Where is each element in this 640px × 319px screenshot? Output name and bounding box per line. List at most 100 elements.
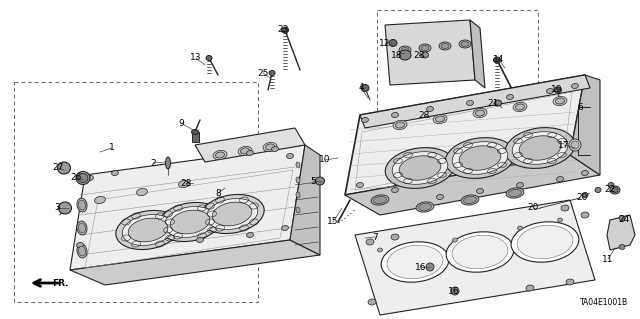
Polygon shape xyxy=(385,20,475,85)
Ellipse shape xyxy=(213,150,227,160)
Ellipse shape xyxy=(595,188,601,192)
Ellipse shape xyxy=(361,85,369,92)
Text: 21: 21 xyxy=(487,99,499,108)
Ellipse shape xyxy=(246,151,253,156)
Ellipse shape xyxy=(509,189,522,197)
Text: 18: 18 xyxy=(391,50,403,60)
Ellipse shape xyxy=(512,132,568,164)
Ellipse shape xyxy=(399,50,411,60)
Ellipse shape xyxy=(439,42,451,50)
Ellipse shape xyxy=(374,197,387,204)
Ellipse shape xyxy=(416,202,434,212)
Ellipse shape xyxy=(566,279,574,285)
Ellipse shape xyxy=(266,144,275,150)
Text: FR.: FR. xyxy=(52,278,68,287)
Text: 4: 4 xyxy=(358,84,364,93)
Text: 8: 8 xyxy=(215,189,221,197)
Ellipse shape xyxy=(433,115,447,123)
Ellipse shape xyxy=(77,244,87,258)
Ellipse shape xyxy=(441,43,449,48)
Ellipse shape xyxy=(362,117,369,122)
Ellipse shape xyxy=(296,162,300,168)
Ellipse shape xyxy=(206,56,212,61)
Ellipse shape xyxy=(196,237,204,242)
Ellipse shape xyxy=(316,177,324,185)
Ellipse shape xyxy=(459,146,501,170)
Text: 16: 16 xyxy=(415,263,427,271)
Text: 16: 16 xyxy=(448,286,460,295)
Ellipse shape xyxy=(200,195,264,234)
Ellipse shape xyxy=(422,52,429,58)
Ellipse shape xyxy=(582,192,588,197)
Ellipse shape xyxy=(516,104,524,110)
Ellipse shape xyxy=(58,162,70,174)
Text: 19: 19 xyxy=(551,85,563,94)
Text: 1: 1 xyxy=(109,144,115,152)
Ellipse shape xyxy=(426,263,434,271)
Ellipse shape xyxy=(396,122,404,128)
Ellipse shape xyxy=(473,108,487,118)
Text: 27: 27 xyxy=(52,164,64,173)
Polygon shape xyxy=(345,75,585,195)
Ellipse shape xyxy=(511,222,579,262)
Ellipse shape xyxy=(436,195,444,199)
Polygon shape xyxy=(470,20,485,88)
Ellipse shape xyxy=(79,200,86,210)
Text: 11: 11 xyxy=(602,255,614,263)
Ellipse shape xyxy=(461,195,479,205)
Ellipse shape xyxy=(170,210,210,234)
Ellipse shape xyxy=(241,148,250,154)
Ellipse shape xyxy=(554,87,561,93)
Ellipse shape xyxy=(246,233,253,238)
Text: 7: 7 xyxy=(372,233,378,241)
Text: 6: 6 xyxy=(577,102,583,112)
Ellipse shape xyxy=(399,156,441,180)
Ellipse shape xyxy=(451,287,459,295)
Ellipse shape xyxy=(263,142,277,152)
Ellipse shape xyxy=(519,136,561,160)
Ellipse shape xyxy=(166,157,170,169)
Ellipse shape xyxy=(58,202,72,214)
Ellipse shape xyxy=(238,146,252,156)
Ellipse shape xyxy=(95,197,106,204)
Polygon shape xyxy=(290,145,320,255)
Ellipse shape xyxy=(569,139,581,151)
Ellipse shape xyxy=(467,100,474,106)
Ellipse shape xyxy=(392,188,399,193)
Ellipse shape xyxy=(393,121,407,130)
Text: 9: 9 xyxy=(178,118,184,128)
Ellipse shape xyxy=(571,141,579,149)
Ellipse shape xyxy=(179,181,189,188)
Text: 26: 26 xyxy=(70,174,82,182)
Ellipse shape xyxy=(419,204,431,211)
Text: 28: 28 xyxy=(419,110,429,120)
Ellipse shape xyxy=(421,46,429,50)
Text: 12: 12 xyxy=(380,39,390,48)
Ellipse shape xyxy=(287,153,294,159)
Ellipse shape xyxy=(452,235,508,269)
Ellipse shape xyxy=(518,226,522,230)
Text: 28: 28 xyxy=(180,179,192,188)
Ellipse shape xyxy=(436,116,444,122)
Ellipse shape xyxy=(426,107,433,112)
Ellipse shape xyxy=(116,211,180,249)
Ellipse shape xyxy=(79,246,86,256)
Ellipse shape xyxy=(79,223,86,233)
Text: 24: 24 xyxy=(618,216,630,225)
Polygon shape xyxy=(570,75,600,175)
Ellipse shape xyxy=(389,40,397,47)
Text: 20: 20 xyxy=(527,204,539,212)
Ellipse shape xyxy=(452,238,458,242)
Ellipse shape xyxy=(459,40,471,48)
Ellipse shape xyxy=(392,152,448,184)
Ellipse shape xyxy=(269,70,275,76)
Text: 3: 3 xyxy=(54,204,60,212)
Ellipse shape xyxy=(399,46,411,54)
Ellipse shape xyxy=(516,182,524,188)
Ellipse shape xyxy=(366,239,374,245)
Ellipse shape xyxy=(86,175,93,181)
Bar xyxy=(14,82,258,302)
Ellipse shape xyxy=(216,152,225,158)
Text: 22: 22 xyxy=(604,186,616,195)
Ellipse shape xyxy=(506,188,524,198)
